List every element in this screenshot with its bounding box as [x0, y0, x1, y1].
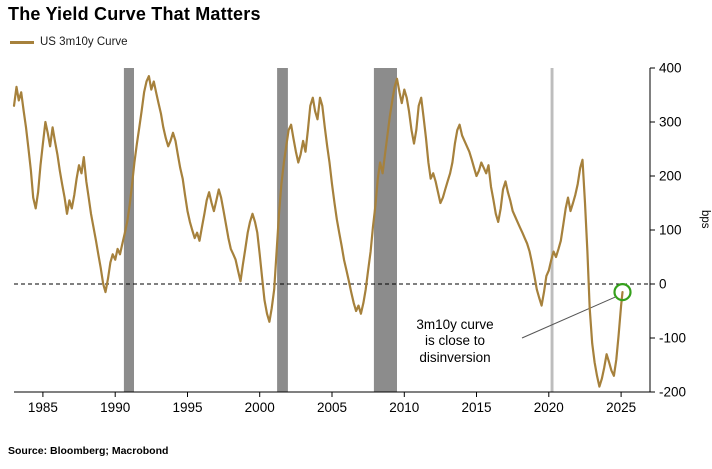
x-tick-label: 1985	[28, 400, 58, 415]
legend-label: US 3m10y Curve	[40, 36, 128, 48]
chart-canvas: 1985 1990 1995 2000 2005 2010 2015 2020 20254003…	[12, 61, 686, 415]
x-tick-label: 1995	[172, 400, 202, 415]
y-tick-label: -100	[659, 331, 686, 346]
legend: US 3m10y Curve	[10, 36, 128, 48]
y-tick-label: -200	[659, 385, 686, 400]
x-tick-label: 2025	[606, 400, 636, 415]
annotation-connector-line	[521, 296, 616, 339]
legend-line-swatch	[10, 40, 34, 44]
y-tick-label: 100	[659, 223, 682, 238]
x-tick-label: 2015	[461, 400, 491, 415]
y-tick-label: 300	[659, 115, 682, 130]
x-tick-label: 2000	[245, 400, 275, 415]
page-title: The Yield Curve That Matters	[8, 4, 261, 24]
recession-band	[550, 68, 554, 392]
recession-band	[277, 68, 288, 392]
x-tick-label: 2010	[389, 400, 419, 415]
y-tick-label: 0	[659, 277, 667, 292]
source-text: Source: Bloomberg; Macrobond	[8, 445, 169, 457]
series-line	[12, 74, 624, 388]
x-tick-label: 2005	[317, 400, 347, 415]
recession-band	[123, 68, 134, 392]
recession-band	[373, 68, 397, 392]
x-tick-label: 1990	[100, 400, 130, 415]
y-axis-unit-label: bps	[699, 210, 711, 229]
y-tick-label: 200	[659, 169, 682, 184]
annotation-text: 3m10y curve is close to disinversion	[416, 317, 494, 365]
x-tick-label: 2020	[534, 400, 564, 415]
y-tick-label: 400	[659, 61, 682, 76]
highlight-circle	[613, 283, 632, 302]
